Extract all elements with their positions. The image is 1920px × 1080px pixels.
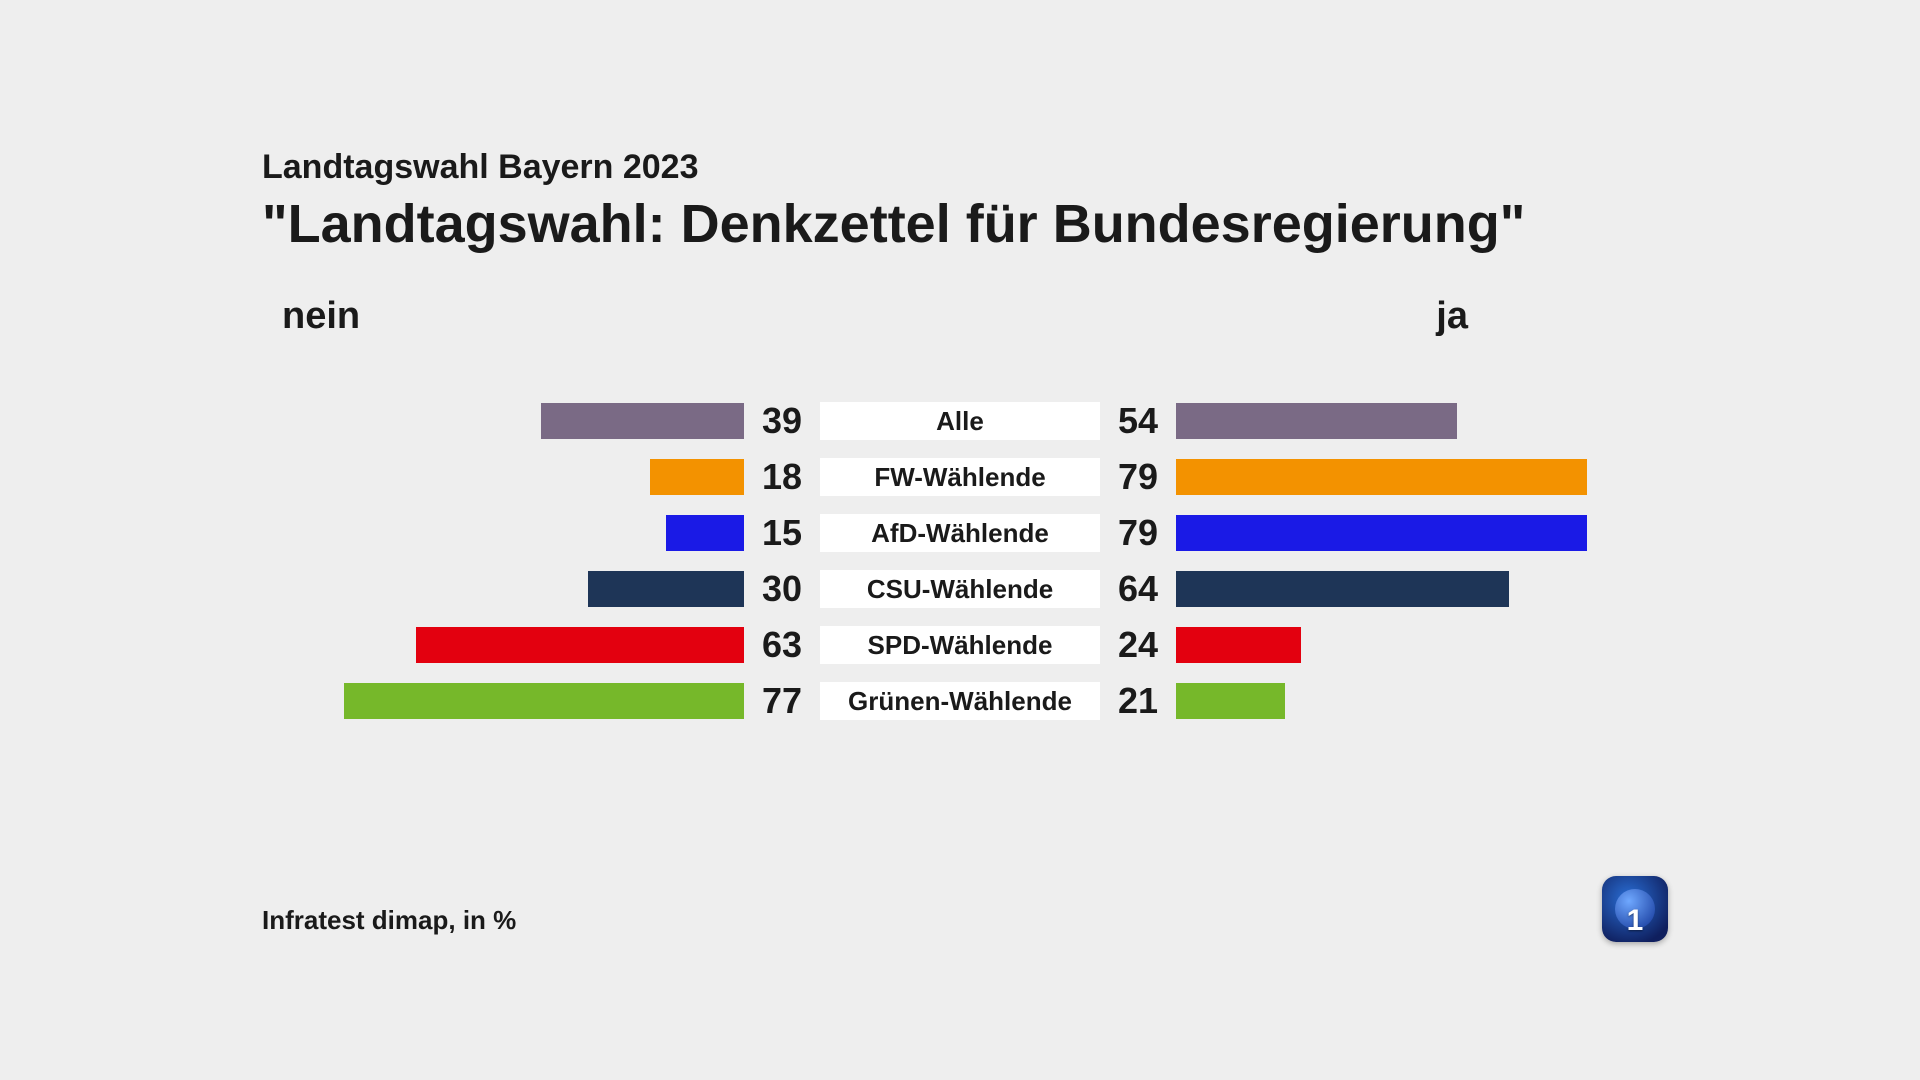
bar-left (666, 515, 744, 551)
bar-left (344, 683, 744, 719)
chart-title: "Landtagswahl: Denkzettel für Bundesregi… (262, 193, 1728, 255)
axis-label-right: ja (1436, 295, 1468, 338)
row-left-side: 15 (282, 510, 820, 556)
bar-right (1176, 459, 1587, 495)
category-label: FW-Wählende (820, 458, 1100, 496)
category-label: SPD-Wählende (820, 626, 1100, 664)
chart-row: 77Grünen-Wählende21 (282, 678, 1638, 724)
row-right-side: 54 (1100, 398, 1638, 444)
bar-right (1176, 515, 1587, 551)
chart-row: 15AfD-Wählende79 (282, 510, 1638, 556)
value-left: 39 (744, 400, 820, 442)
row-left-side: 30 (282, 566, 820, 612)
category-label: Grünen-Wählende (820, 682, 1100, 720)
chart-canvas: Landtagswahl Bayern 2023 "Landtagswahl: … (192, 108, 1728, 972)
axis-label-left: nein (282, 295, 360, 338)
value-right: 79 (1100, 512, 1176, 554)
category-label: Alle (820, 402, 1100, 440)
value-left: 63 (744, 624, 820, 666)
chart-row: 30CSU-Wählende64 (282, 566, 1638, 612)
chart-subtitle: Landtagswahl Bayern 2023 (262, 148, 1728, 187)
source-footer: Infratest dimap, in % (262, 905, 516, 936)
value-right: 79 (1100, 456, 1176, 498)
value-right: 54 (1100, 400, 1176, 442)
chart-row: 39Alle54 (282, 398, 1638, 444)
value-left: 18 (744, 456, 820, 498)
bar-right (1176, 627, 1301, 663)
row-right-side: 79 (1100, 510, 1638, 556)
value-right: 21 (1100, 680, 1176, 722)
value-left: 77 (744, 680, 820, 722)
bar-right (1176, 403, 1457, 439)
axis-labels: nein ja (192, 255, 1728, 338)
bar-right (1176, 683, 1285, 719)
bar-left (541, 403, 744, 439)
header: Landtagswahl Bayern 2023 "Landtagswahl: … (192, 108, 1728, 255)
row-right-side: 21 (1100, 678, 1638, 724)
row-left-side: 18 (282, 454, 820, 500)
row-right-side: 24 (1100, 622, 1638, 668)
category-label: AfD-Wählende (820, 514, 1100, 552)
bar-right (1176, 571, 1509, 607)
logo-digit: 1 (1602, 904, 1668, 938)
row-left-side: 39 (282, 398, 820, 444)
chart-row: 63SPD-Wählende24 (282, 622, 1638, 668)
bar-left (588, 571, 744, 607)
row-right-side: 64 (1100, 566, 1638, 612)
row-left-side: 63 (282, 622, 820, 668)
bar-left (650, 459, 744, 495)
broadcaster-logo: 1 (1602, 876, 1668, 942)
value-right: 64 (1100, 568, 1176, 610)
value-left: 15 (744, 512, 820, 554)
chart-row: 18FW-Wählende79 (282, 454, 1638, 500)
row-left-side: 77 (282, 678, 820, 724)
value-left: 30 (744, 568, 820, 610)
category-label: CSU-Wählende (820, 570, 1100, 608)
row-right-side: 79 (1100, 454, 1638, 500)
bar-left (416, 627, 744, 663)
diverging-bar-chart: 39Alle5418FW-Wählende7915AfD-Wählende793… (192, 398, 1728, 724)
value-right: 24 (1100, 624, 1176, 666)
